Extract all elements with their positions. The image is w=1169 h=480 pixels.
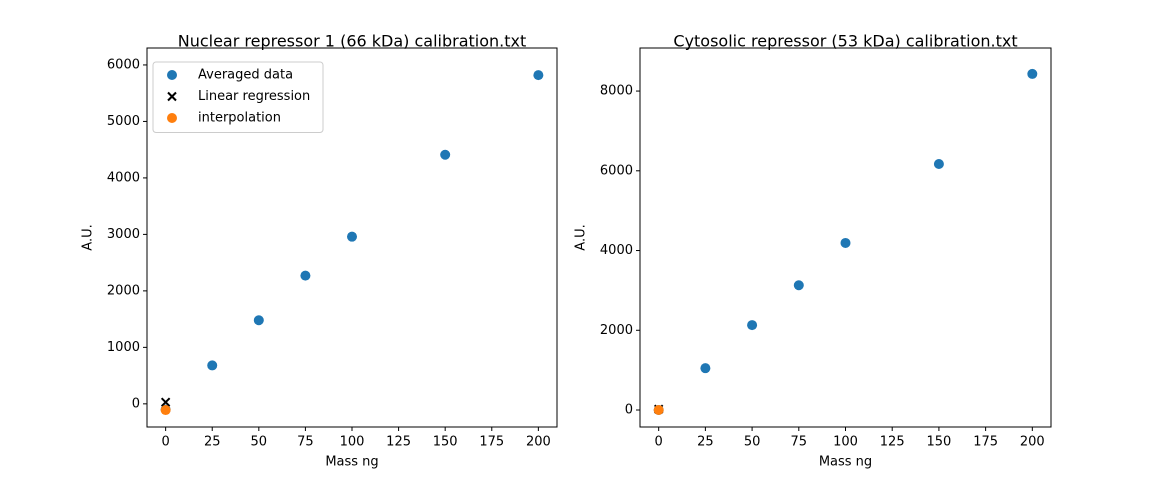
marker-dot [167,113,177,123]
marker-x [167,91,177,102]
y-tick-label: 8000 [600,84,633,99]
marker-dot [440,149,451,160]
marker-dot [933,159,944,170]
x-tick-label: 25 [204,435,221,450]
y-tick-label: 0 [625,403,633,418]
marker-dot [347,231,357,242]
x-tick-label: 50 [744,435,761,450]
legend-label: Linear regression [198,89,310,104]
x-tick-label: 0 [161,435,169,450]
chart-title: Cytosolic repressor (53 kDa) calibration… [673,32,1017,51]
marker-dot [653,405,664,416]
marker-dot [160,405,171,416]
x-tick-label: 125 [880,435,905,450]
y-tick-label: 4000 [600,243,633,258]
y-axis-label: A.U. [81,224,96,250]
x-tick-label: 100 [340,435,365,450]
marker-dot [207,360,218,371]
marker-dot [747,320,758,331]
x-axis-label: Mass ng [819,455,872,470]
y-axis-label: A.U. [574,224,589,250]
x-tick-label: 150 [433,435,458,450]
y-tick-label: 2000 [600,323,633,338]
x-tick-label: 100 [833,435,858,450]
marker-dot [533,70,544,81]
y-tick-label: 3000 [107,227,140,242]
legend-box [152,61,324,133]
marker-stroke [160,397,171,407]
marker-dot [793,280,804,291]
x-tick-label: 125 [386,435,411,450]
legend-label: Averaged data [198,68,293,83]
y-tick-label: 5000 [107,114,140,129]
marker-dot [253,315,264,326]
plot-frame [639,47,1052,428]
x-tick-label: 175 [973,435,998,450]
y-tick-label: 6000 [107,57,140,72]
x-tick-label: 50 [251,435,268,450]
y-tick-label: 1000 [107,340,140,355]
legend-label: interpolation [198,111,281,126]
marker-dot [167,70,177,80]
x-tick-label: 75 [297,435,314,450]
x-tick-label: 175 [479,435,504,450]
x-tick-label: 150 [926,435,951,450]
y-tick-label: 6000 [600,163,633,178]
x-tick-label: 200 [1020,435,1045,450]
marker-stroke [167,91,177,102]
plot-frame [146,47,558,428]
marker-x [160,397,171,407]
x-axis-label: Mass ng [325,455,378,470]
x-tick-label: 0 [655,435,663,450]
y-tick-label: 4000 [107,170,140,185]
marker-dot [1027,68,1038,79]
marker-dot [840,237,851,248]
marker-dot [300,270,311,281]
chart-title: Nuclear repressor 1 (66 kDa) calibration… [178,32,527,51]
marker-dot [700,363,711,374]
x-tick-label: 75 [791,435,808,450]
y-tick-label: 2000 [107,283,140,298]
x-tick-label: 200 [526,435,551,450]
y-tick-label: 0 [132,396,140,411]
x-tick-label: 25 [697,435,714,450]
